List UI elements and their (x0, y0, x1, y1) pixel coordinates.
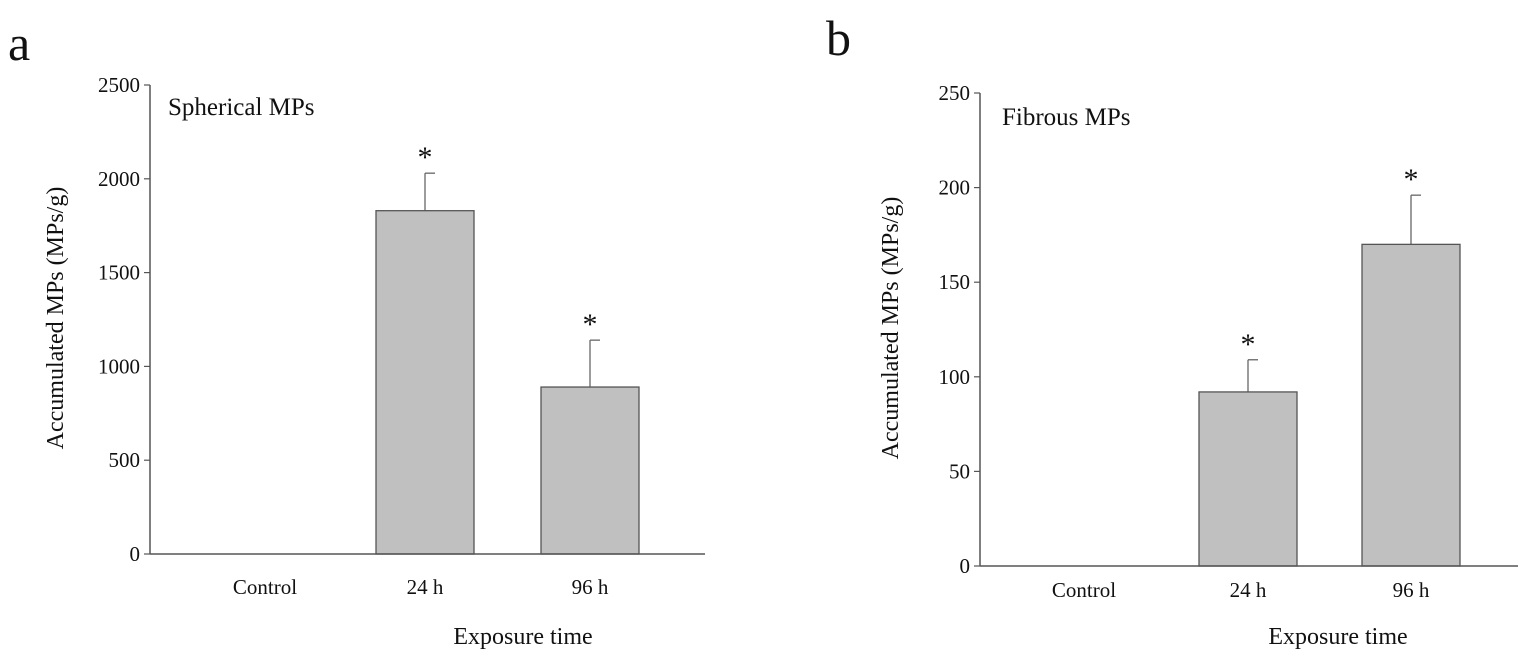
bar-a (375, 210, 475, 555)
x-tick-label-a: 24 h (407, 575, 444, 599)
y-tick-label-a: 1000 (98, 354, 140, 378)
x-tick-label-b: 96 h (1393, 578, 1430, 602)
significance-marker-b: * (1241, 328, 1256, 361)
panel-label-b: b (826, 10, 851, 66)
y-tick-label-a: 0 (130, 542, 141, 566)
y-axis-title-b: Accumulated MPs (MPs/g) (878, 197, 904, 460)
significance-marker-a: * (418, 141, 433, 174)
chart-title-b: Fibrous MPs (1002, 104, 1131, 131)
y-tick-label-b: 100 (939, 365, 971, 389)
panel-label-a: a (8, 15, 30, 71)
significance-marker-a: * (583, 308, 598, 341)
x-tick-label-a: 96 h (572, 575, 609, 599)
panel-b-fibrous-chart: b Fibrous MPs Accumulated MPs (MPs/g) Ex… (826, 10, 1518, 650)
y-tick-label-b: 50 (949, 459, 970, 483)
bars-a: ** (375, 141, 640, 555)
x-ticks-b: Control 24 h 96 h (1052, 578, 1430, 602)
y-axis-title-a: Accumulated MPs (MPs/g) (43, 187, 69, 450)
y-tick-label-b: 0 (960, 554, 971, 578)
y-tick-label-b: 250 (939, 81, 971, 105)
x-axis-title-b: Exposure time (1268, 624, 1407, 650)
y-tick-label-b: 150 (939, 270, 971, 294)
y-tick-label-b: 200 (939, 176, 971, 200)
y-tick-label-a: 1500 (98, 261, 140, 285)
x-axis-title-a: Exposure time (453, 624, 592, 650)
y-tick-label-a: 2000 (98, 167, 140, 191)
bar-a (540, 386, 640, 555)
bars-b: ** (1198, 163, 1461, 567)
significance-marker-b: * (1404, 163, 1419, 196)
x-tick-label-b: 24 h (1230, 578, 1267, 602)
x-tick-label-a: Control (233, 575, 297, 599)
chart-title-a: Spherical MPs (168, 94, 315, 121)
panel-a-spherical-chart: a Spherical MPs Accumulated MPs (MPs/g) … (8, 15, 705, 650)
x-tick-label-b: Control (1052, 578, 1116, 602)
bar-b (1198, 391, 1298, 567)
bar-b (1361, 243, 1461, 567)
y-tick-label-a: 2500 (98, 73, 140, 97)
x-ticks-a: Control 24 h 96 h (233, 575, 609, 599)
y-ticks-a: 0 500 1000 1500 2000 2500 (98, 73, 150, 566)
y-ticks-b: 0 50 100 150 200 250 (939, 81, 980, 578)
y-tick-label-a: 500 (109, 448, 141, 472)
